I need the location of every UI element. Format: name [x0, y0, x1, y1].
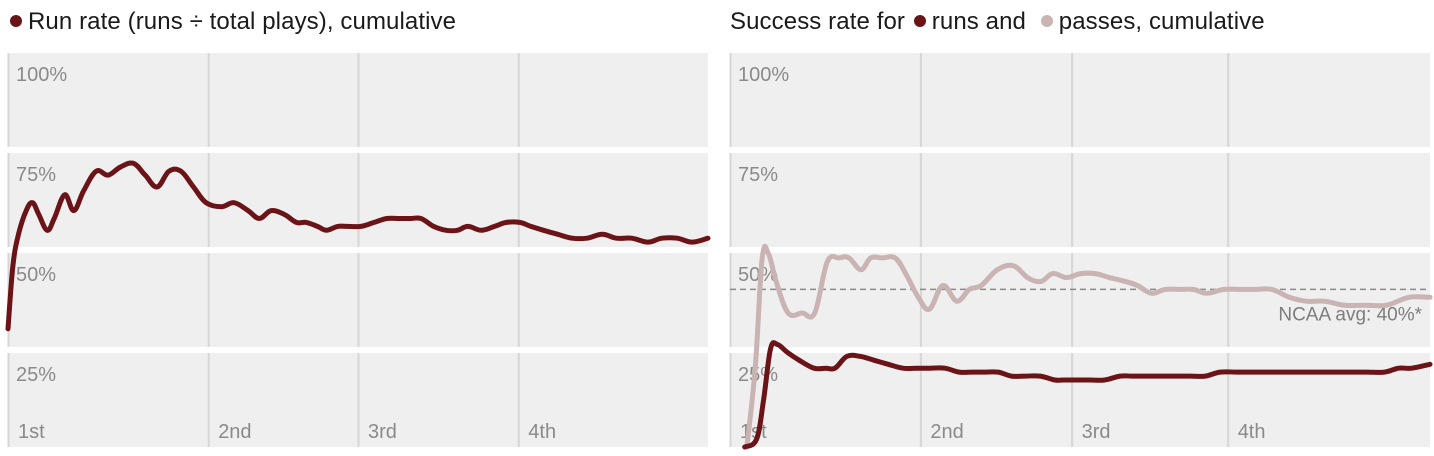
- x-tick-label: 1st: [18, 421, 45, 443]
- chart-title-text: Run rate (runs ÷ total plays), cumulativ…: [28, 8, 457, 35]
- x-tick-label: 2nd: [218, 421, 251, 443]
- band-1: [730, 53, 1430, 147]
- runs-legend-dot: [913, 15, 926, 28]
- runs-legend-dot: [10, 15, 22, 28]
- x-tick-label: 4th: [528, 421, 556, 443]
- y-tick-label: 50%: [738, 264, 778, 286]
- title-part-runs: runs and: [931, 8, 1026, 35]
- x-tick-label: 3rd: [1082, 421, 1111, 443]
- runs-line: [742, 340, 1433, 450]
- y-tick-label: 100%: [16, 64, 67, 86]
- ncaa-average-label: NCAA avg: 40%*: [1278, 304, 1422, 325]
- y-tick-label: 75%: [738, 164, 778, 186]
- x-tick-label: 2nd: [930, 421, 963, 443]
- y-tick-label: 25%: [738, 364, 778, 386]
- success-rate-chart: Success rate for runs and passes, cumula…: [729, 0, 1433, 456]
- passes-line: [744, 243, 1433, 450]
- chart-title: Success rate for runs and passes, cumula…: [730, 8, 1265, 36]
- y-tick-label: 50%: [16, 264, 56, 286]
- x-tick-label: 3rd: [368, 421, 397, 443]
- title-part-passes: passes, cumulative: [1058, 8, 1265, 35]
- band-2: [730, 153, 1430, 247]
- passes-legend-dot: [1040, 15, 1053, 28]
- band-4: [730, 353, 1430, 447]
- y-tick-label: 25%: [16, 364, 56, 386]
- run-rate-chart: Run rate (runs ÷ total plays), cumulativ…: [5, 0, 711, 456]
- x-tick-label: 4th: [1238, 421, 1266, 443]
- chart-title: Run rate (runs ÷ total plays), cumulativ…: [8, 8, 456, 36]
- run-rate-plot: 100% 75% 50% 25% 1st 2nd 3rd 4th: [5, 53, 711, 447]
- y-tick-label: 100%: [738, 64, 789, 86]
- run-rate-line: [5, 160, 711, 332]
- y-tick-label: 75%: [16, 164, 56, 186]
- title-part-1: Success rate for: [730, 8, 906, 35]
